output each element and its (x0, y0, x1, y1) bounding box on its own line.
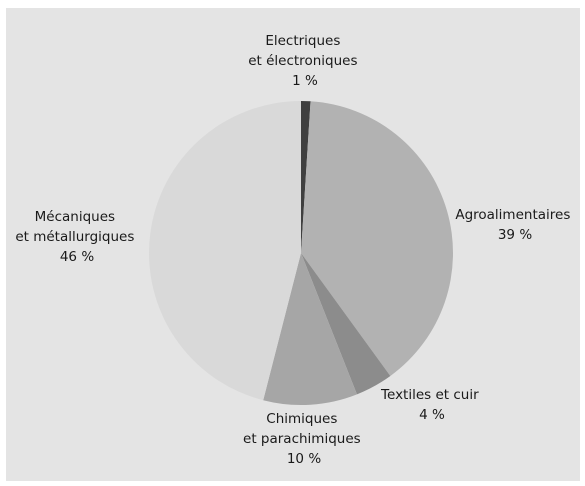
pie-chart: Electriques et électroniques 1 % Agroali… (6, 8, 580, 481)
pie-slice-agroalimentaires (301, 101, 453, 376)
chart-panel: Electriques et électroniques 1 % Agroali… (6, 8, 580, 481)
slice-label-agroalimentaires: Agroalimentaires 39 % (455, 207, 574, 243)
slice-label-chimiques: Chimiques et parachimiques 10 % (243, 411, 365, 467)
pie-slices (149, 101, 453, 405)
pie-slice-textiles (301, 253, 391, 395)
slice-label-textiles: Textiles et cuir 4 % (380, 387, 483, 423)
pie-slice-electriques (301, 101, 311, 253)
slice-label-electriques: Electriques et électroniques 1 % (248, 33, 362, 89)
pie-slice-chimiques (263, 253, 357, 405)
pie-slice-mecaniques (149, 101, 301, 401)
slice-label-mecaniques: Mécaniques et métallurgiques 46 % (15, 209, 138, 265)
